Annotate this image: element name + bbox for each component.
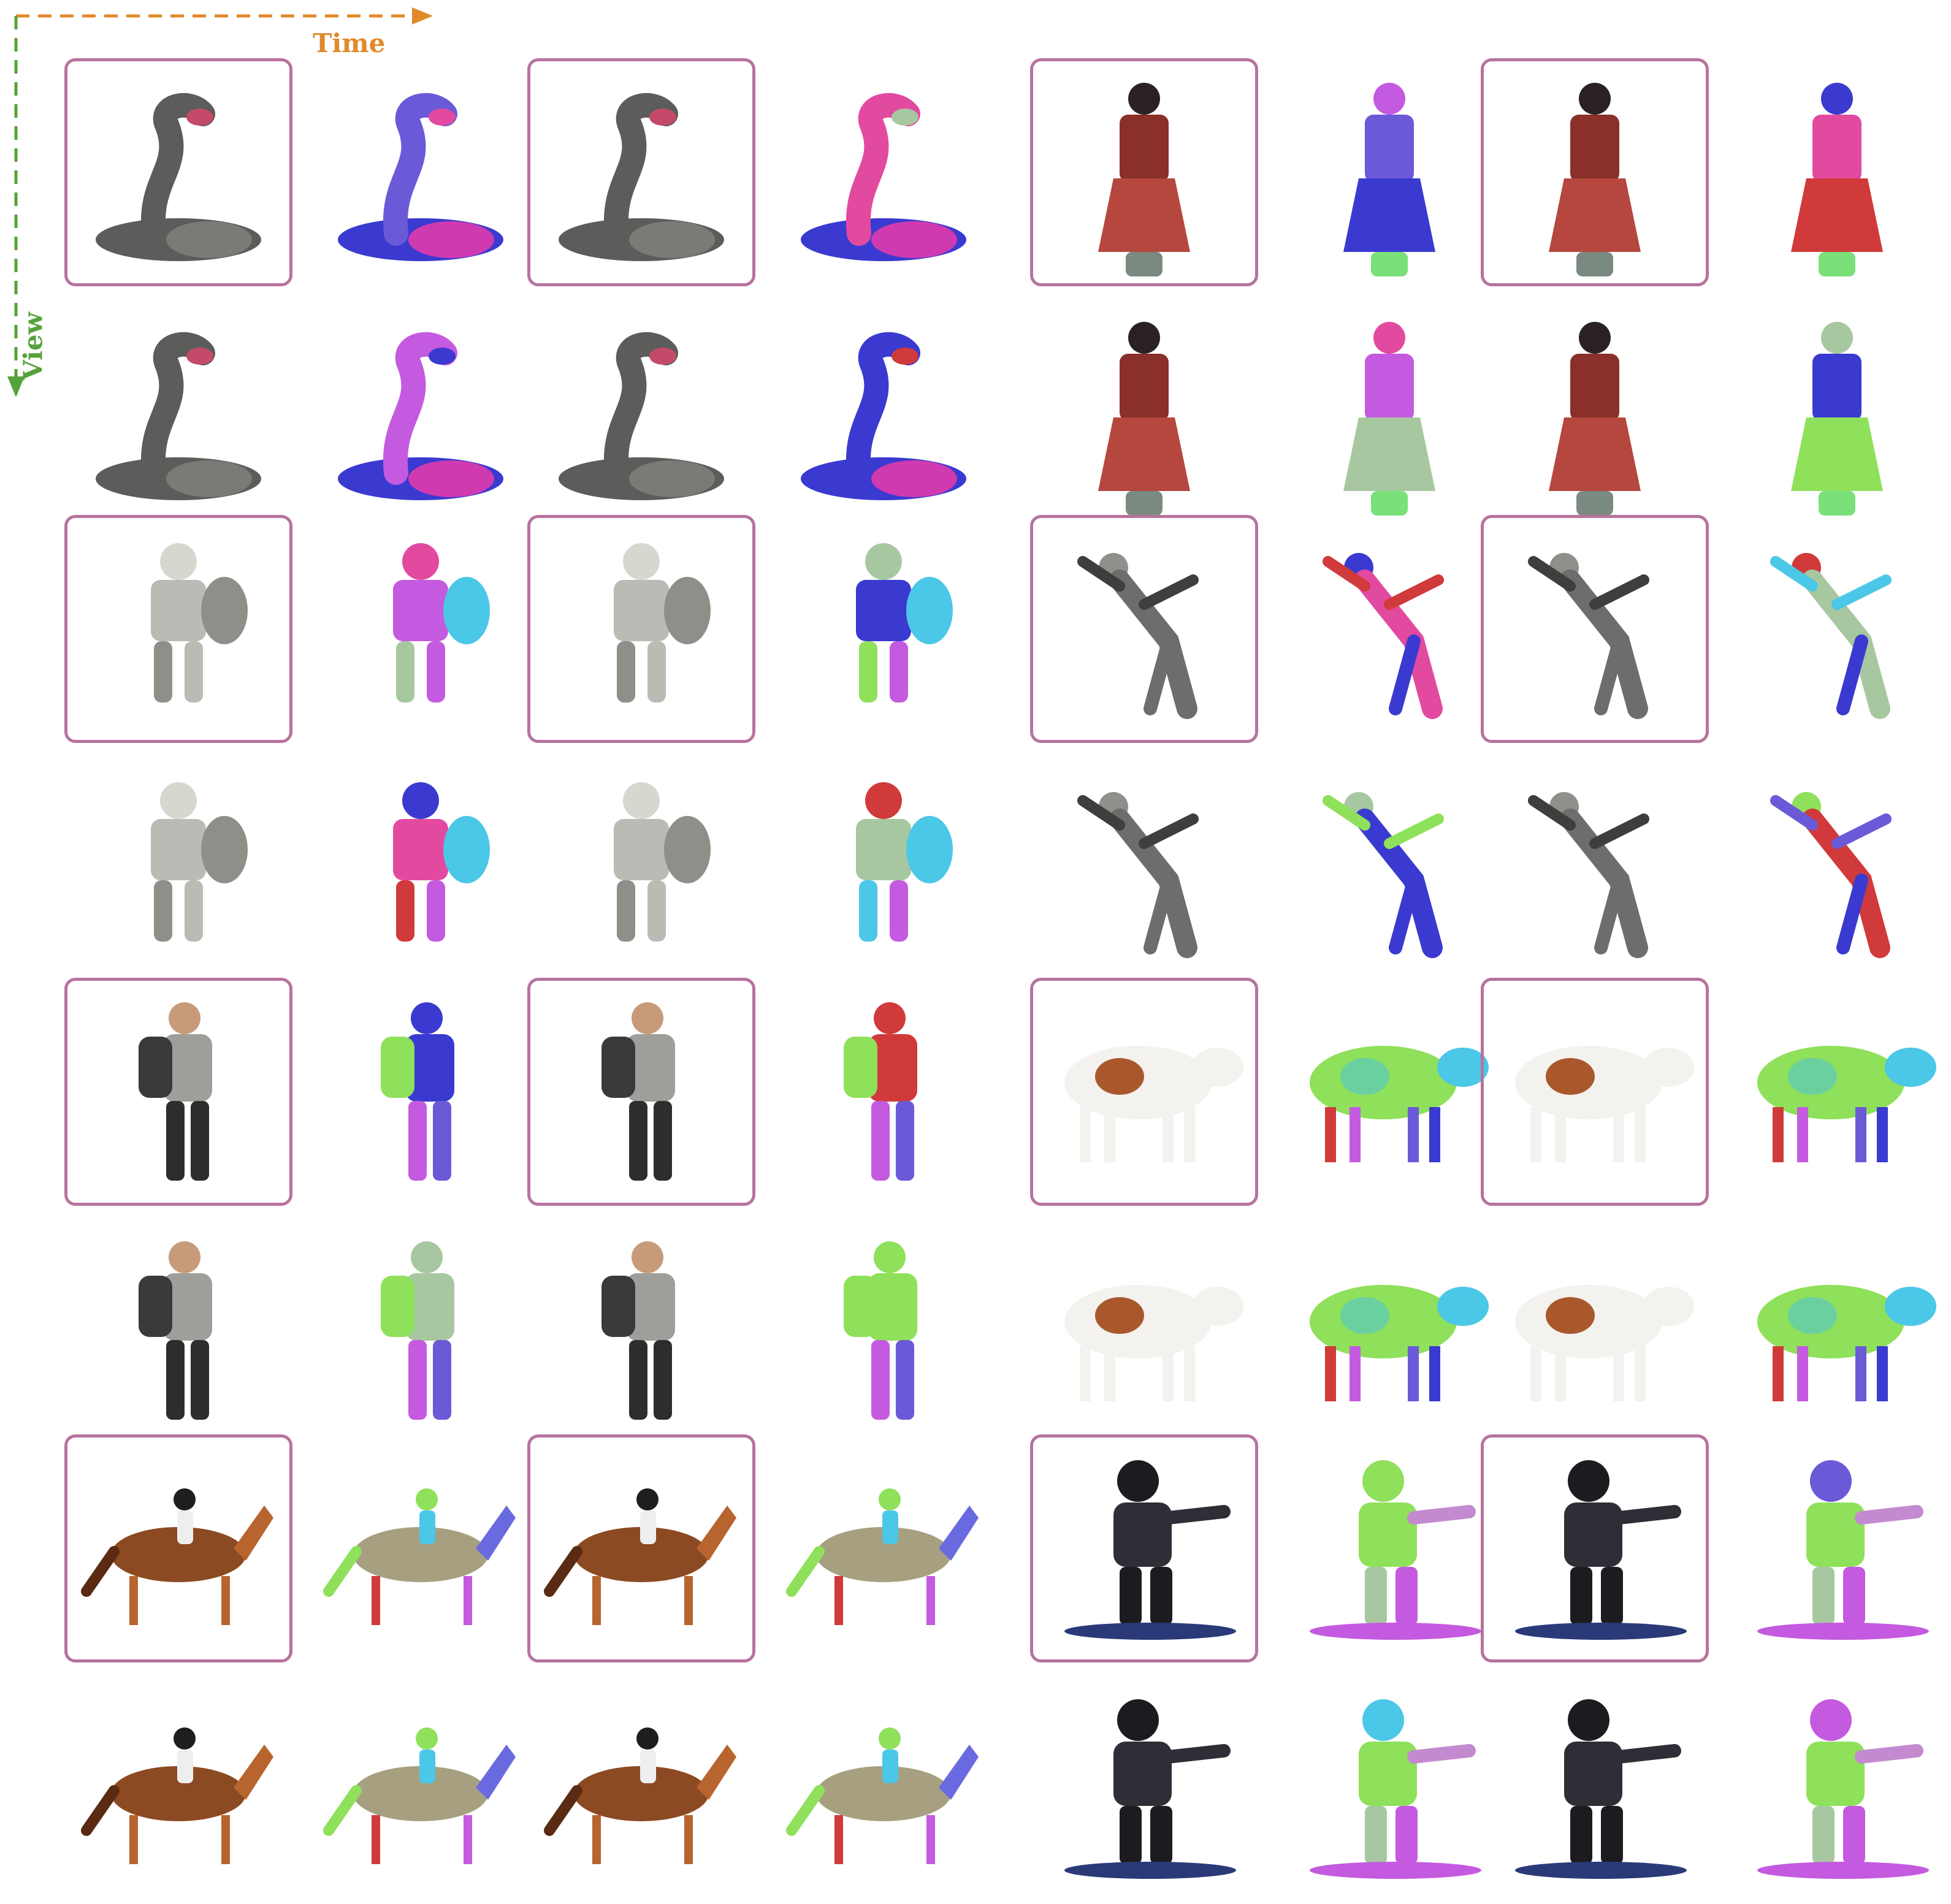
armored-knight-novel-view-rgb-image: [525, 752, 758, 984]
armored-knight-novel-view-flow-image: [304, 752, 537, 984]
cobra-snake-novel-view-flow-image: [767, 295, 1000, 528]
warrior-woman-reference-view-flow-image: [1273, 56, 1506, 289]
snowboarder-reference-view-rgb-image: [1478, 1432, 1711, 1665]
armored-knight-reference-view-rgb-image: [525, 512, 758, 745]
snowboarder-novel-view-flow-image: [1720, 1671, 1951, 1904]
falling-man-reference-view-flow-image: [1273, 512, 1506, 745]
hiker-novel-view-rgb-image: [62, 1214, 295, 1447]
cow-reference-frame: [1030, 978, 1258, 1206]
armored-knight-reference-view-rgb-image: [62, 512, 295, 745]
time-axis-label: Time: [313, 28, 386, 58]
cobra-snake-novel-view-flow-image: [304, 295, 537, 528]
falling-man-reference-frame: [1030, 515, 1258, 743]
snowboarder-reference-view-flow-image: [1273, 1432, 1506, 1665]
cow-novel-view-rgb-image: [1478, 1214, 1711, 1447]
view-arrow-head: [7, 376, 25, 397]
cow-novel-view-rgb-image: [1028, 1214, 1261, 1447]
horse-rider-reference-view-rgb-image: [525, 1432, 758, 1665]
cobra-snake-reference-view-rgb-image: [62, 56, 295, 289]
horse-rider-novel-view-flow-image: [304, 1671, 537, 1904]
hiker-reference-view-flow-image: [767, 975, 1000, 1208]
snowboarder-novel-view-rgb-image: [1028, 1671, 1261, 1904]
snowboarder-novel-view-flow-image: [1273, 1671, 1506, 1904]
cow-reference-view-flow-image: [1273, 975, 1506, 1208]
cobra-snake-reference-view-flow-image: [304, 56, 537, 289]
cow-reference-view-rgb-image: [1478, 975, 1711, 1208]
armored-knight-novel-view-flow-image: [767, 752, 1000, 984]
view-axis-label: View: [18, 312, 48, 380]
hiker-novel-view-rgb-image: [525, 1214, 758, 1447]
horse-rider-novel-view-flow-image: [767, 1671, 1000, 1904]
cow-reference-frame: [1481, 978, 1709, 1206]
cow-novel-view-flow-image: [1720, 1214, 1951, 1447]
cow-novel-view-flow-image: [1273, 1214, 1506, 1447]
cow-reference-view-rgb-image: [1028, 975, 1261, 1208]
falling-man-novel-view-rgb-image: [1478, 752, 1711, 984]
warrior-woman-reference-view-flow-image: [1720, 56, 1951, 289]
warrior-woman-novel-view-rgb-image: [1478, 295, 1711, 528]
hiker-reference-view-rgb-image: [525, 975, 758, 1208]
snowboarder-reference-frame: [1030, 1434, 1258, 1662]
falling-man-novel-view-flow-image: [1273, 752, 1506, 984]
armored-knight-reference-frame: [527, 515, 755, 743]
warrior-woman-reference-frame: [1481, 58, 1709, 286]
cow-reference-view-flow-image: [1720, 975, 1951, 1208]
snowboarder-reference-view-flow-image: [1720, 1432, 1951, 1665]
warrior-woman-reference-frame: [1030, 58, 1258, 286]
horse-rider-reference-view-flow-image: [304, 1432, 537, 1665]
horse-rider-reference-frame: [527, 1434, 755, 1662]
warrior-woman-novel-view-flow-image: [1720, 295, 1951, 528]
armored-knight-reference-view-flow-image: [304, 512, 537, 745]
cobra-snake-novel-view-rgb-image: [525, 295, 758, 528]
warrior-woman-novel-view-flow-image: [1273, 295, 1506, 528]
falling-man-reference-view-flow-image: [1720, 512, 1951, 745]
falling-man-reference-view-rgb-image: [1478, 512, 1711, 745]
hiker-reference-view-rgb-image: [62, 975, 295, 1208]
horse-rider-novel-view-rgb-image: [62, 1671, 295, 1904]
cobra-snake-novel-view-rgb-image: [62, 295, 295, 528]
armored-knight-novel-view-rgb-image: [62, 752, 295, 984]
falling-man-novel-view-rgb-image: [1028, 752, 1261, 984]
hiker-novel-view-flow-image: [304, 1214, 537, 1447]
horse-rider-reference-view-flow-image: [767, 1432, 1000, 1665]
hiker-reference-frame: [527, 978, 755, 1206]
armored-knight-reference-frame: [64, 515, 292, 743]
falling-man-reference-frame: [1481, 515, 1709, 743]
snowboarder-novel-view-rgb-image: [1478, 1671, 1711, 1904]
cobra-snake-reference-frame: [64, 58, 292, 286]
horse-rider-reference-frame: [64, 1434, 292, 1662]
horse-rider-novel-view-rgb-image: [525, 1671, 758, 1904]
hiker-reference-view-flow-image: [304, 975, 537, 1208]
falling-man-novel-view-flow-image: [1720, 752, 1951, 984]
warrior-woman-novel-view-rgb-image: [1028, 295, 1261, 528]
cobra-snake-reference-view-flow-image: [767, 56, 1000, 289]
hiker-reference-frame: [64, 978, 292, 1206]
cobra-snake-reference-view-rgb-image: [525, 56, 758, 289]
time-arrow-head: [412, 7, 433, 25]
falling-man-reference-view-rgb-image: [1028, 512, 1261, 745]
warrior-woman-reference-view-rgb-image: [1028, 56, 1261, 289]
snowboarder-reference-frame: [1481, 1434, 1709, 1662]
cobra-snake-reference-frame: [527, 58, 755, 286]
snowboarder-reference-view-rgb-image: [1028, 1432, 1261, 1665]
armored-knight-reference-view-flow-image: [767, 512, 1000, 745]
warrior-woman-reference-view-rgb-image: [1478, 56, 1711, 289]
hiker-novel-view-flow-image: [767, 1214, 1000, 1447]
horse-rider-reference-view-rgb-image: [62, 1432, 295, 1665]
